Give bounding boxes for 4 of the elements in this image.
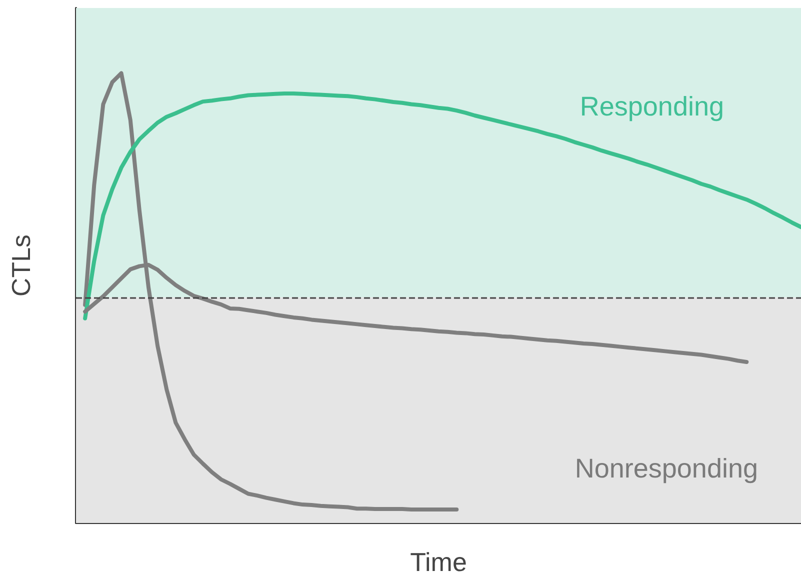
band-label: Responding bbox=[580, 92, 724, 122]
y-axis-title: CTLs bbox=[6, 234, 36, 297]
x-axis-title: Time bbox=[410, 547, 467, 577]
band-label: Nonresponding bbox=[574, 454, 758, 484]
